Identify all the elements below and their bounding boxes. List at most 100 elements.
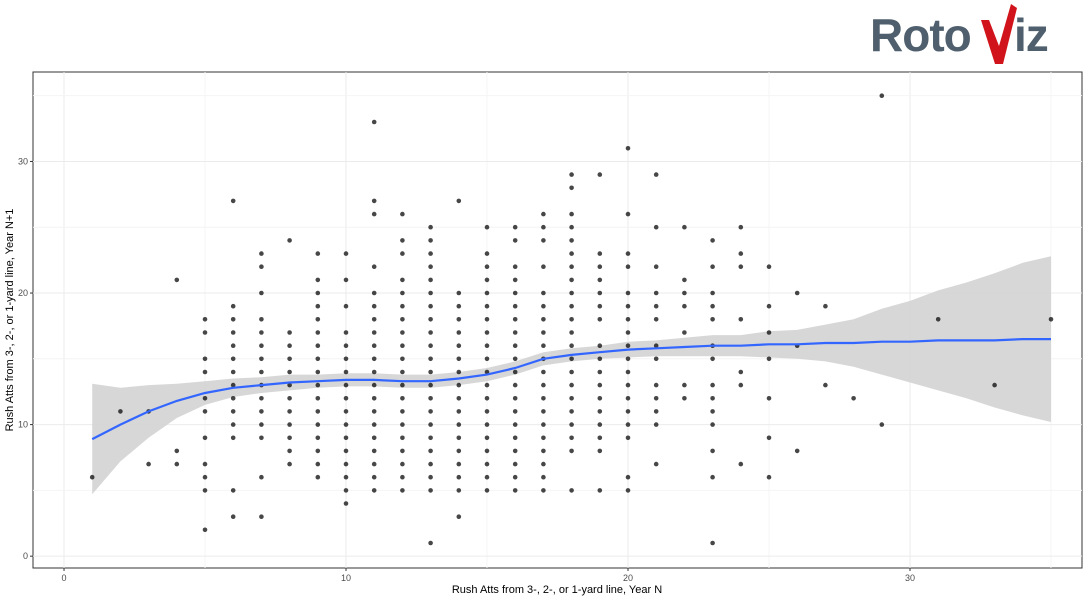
data-point <box>625 303 631 309</box>
data-point <box>371 448 377 454</box>
data-point <box>287 356 292 362</box>
data-point <box>738 461 744 467</box>
data-point <box>710 396 715 401</box>
data-point <box>710 303 715 309</box>
data-point <box>456 382 462 388</box>
data-point <box>625 396 631 401</box>
data-point <box>484 422 490 427</box>
data-point <box>371 396 377 401</box>
data-point <box>541 448 546 454</box>
data-point <box>428 382 433 388</box>
data-point <box>259 435 264 441</box>
data-point <box>259 330 264 335</box>
data-point <box>597 277 603 283</box>
data-point <box>371 211 377 217</box>
data-point <box>625 422 631 427</box>
data-point <box>653 409 659 414</box>
data-point <box>287 422 292 427</box>
data-point <box>569 448 574 454</box>
data-point <box>428 303 433 309</box>
data-point <box>456 461 462 467</box>
data-point <box>653 172 659 177</box>
data-point <box>512 448 518 454</box>
data-point <box>456 396 462 401</box>
data-point <box>653 317 659 322</box>
data-point <box>512 369 518 375</box>
data-point <box>428 488 433 493</box>
data-point <box>597 488 603 493</box>
data-point <box>287 369 292 375</box>
data-point <box>230 422 236 427</box>
data-point <box>766 264 772 270</box>
data-point <box>230 330 236 335</box>
data-point <box>625 409 631 414</box>
data-point <box>428 409 433 414</box>
data-point <box>146 461 151 467</box>
data-point <box>230 435 236 441</box>
data-point <box>400 330 405 335</box>
data-point <box>653 382 659 388</box>
data-point <box>597 396 603 401</box>
data-point <box>569 264 574 270</box>
data-point <box>202 369 208 375</box>
data-point <box>569 409 574 414</box>
data-point <box>569 382 574 388</box>
data-point <box>484 382 490 388</box>
data-point <box>992 382 997 388</box>
data-point <box>541 435 546 441</box>
data-point <box>343 435 349 441</box>
data-point <box>625 330 631 335</box>
data-point <box>202 527 208 533</box>
data-point <box>682 382 687 388</box>
data-point <box>823 303 828 309</box>
data-point <box>315 369 321 375</box>
data-point <box>343 396 349 401</box>
data-point <box>710 317 715 322</box>
data-point <box>569 488 574 493</box>
data-point <box>118 409 123 414</box>
data-point <box>597 251 603 256</box>
data-point <box>597 382 603 388</box>
data-point <box>541 224 546 230</box>
data-point <box>484 488 490 493</box>
data-point <box>484 303 490 309</box>
data-point <box>569 238 574 243</box>
data-point <box>569 224 574 230</box>
data-point <box>597 435 603 441</box>
data-point <box>371 119 377 125</box>
data-point <box>541 488 546 493</box>
data-point <box>428 238 433 243</box>
data-point <box>456 422 462 427</box>
data-point <box>230 409 236 414</box>
data-point <box>456 409 462 414</box>
data-point <box>569 343 574 349</box>
data-point <box>653 343 659 349</box>
data-point <box>343 277 349 283</box>
data-point <box>428 474 433 480</box>
data-point <box>230 356 236 362</box>
data-point <box>400 211 405 217</box>
data-point <box>174 277 180 283</box>
data-point <box>456 317 462 322</box>
data-point <box>766 356 772 362</box>
data-point <box>569 277 574 283</box>
data-point <box>484 435 490 441</box>
data-point <box>597 264 603 270</box>
data-point <box>597 356 603 362</box>
data-point <box>371 264 377 270</box>
data-point <box>315 290 321 296</box>
x-axis-title: Rush Atts from 3-, 2-, or 1-yard line, Y… <box>452 584 662 596</box>
data-point <box>287 461 292 467</box>
data-point <box>259 396 264 401</box>
data-point <box>428 251 433 256</box>
data-point <box>428 396 433 401</box>
data-point <box>653 303 659 309</box>
data-point <box>259 343 264 349</box>
data-point <box>315 277 321 283</box>
data-point <box>935 317 941 322</box>
data-point <box>230 514 236 519</box>
data-point <box>287 448 292 454</box>
data-point <box>541 409 546 414</box>
data-point <box>456 330 462 335</box>
